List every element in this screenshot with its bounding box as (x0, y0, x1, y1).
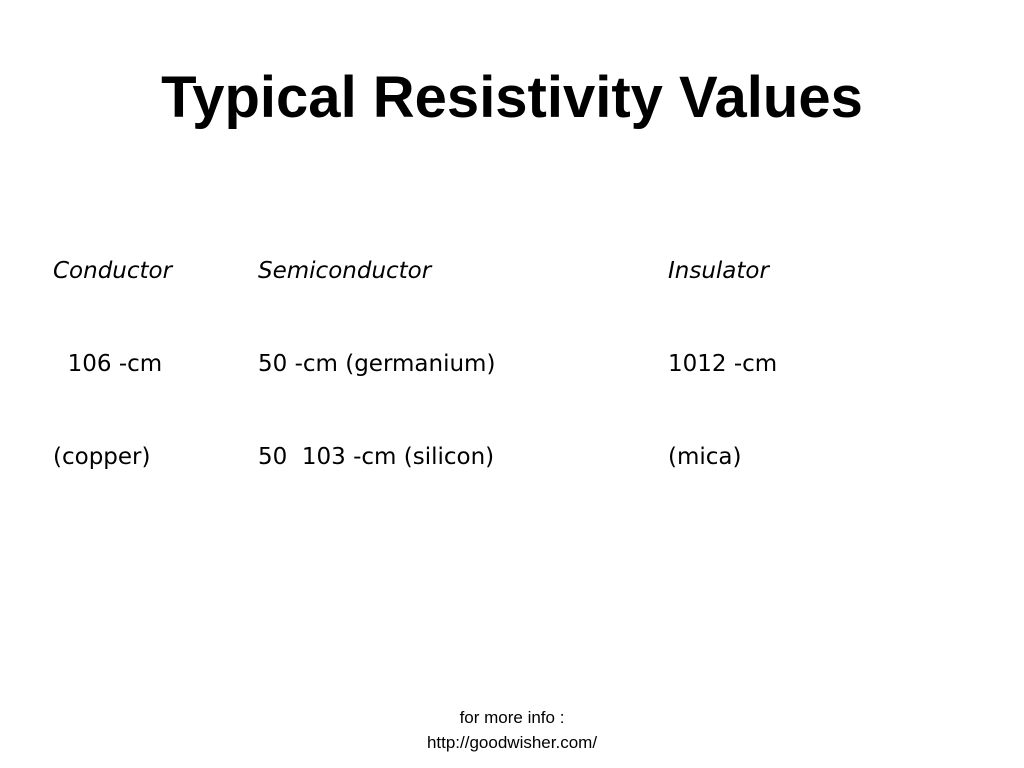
conductor-value: 106 -cm (53, 351, 163, 377)
insulator-value: 1012 -cm (668, 351, 778, 377)
insulator-heading: Insulator (668, 258, 769, 284)
conductor-heading: Conductor (53, 258, 173, 284)
semiconductor-germanium-value: 50 -cm (germanium) (258, 351, 496, 377)
conductor-column: Conductor 106 -cm (copper) (53, 194, 172, 504)
insulator-column: Insulator 1012 -cm (mica) (668, 194, 777, 504)
footer-info-label: for more info : (459, 708, 565, 727)
conductor-material: (copper) (53, 444, 151, 470)
semiconductor-column: Semiconductor 50 -cm (germanium) 50 103 … (258, 194, 495, 504)
insulator-material: (mica) (668, 444, 742, 470)
slide-title: Typical Resistivity Values (161, 65, 863, 130)
footer-url: http://goodwisher.com/ (426, 733, 598, 752)
semiconductor-silicon-value: 50 103 -cm (silicon) (258, 444, 495, 470)
footer: for more info : http://goodwisher.com/ (0, 705, 1024, 755)
semiconductor-heading: Semiconductor (258, 258, 432, 284)
